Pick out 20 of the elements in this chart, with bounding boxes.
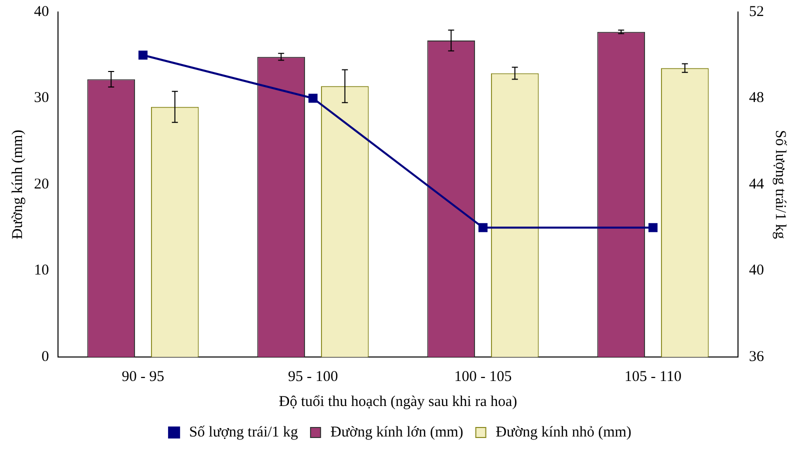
y-tick-label: 30 [34,90,49,106]
y-tick-label: 10 [34,262,49,279]
y-axis-title: Đường kính (mm) [10,130,26,240]
y2-tick-label: 36 [749,348,764,365]
legend-label: Đường kính lớn (mm) [330,424,464,440]
y-tick-label: 20 [34,176,49,192]
legend-label: Số lượng trái/1 kg [189,424,299,440]
x-axis-title: Độ tuổi thu hoạch (ngày sau khi ra hoa) [278,394,518,410]
x-tick-label: 105 - 110 [624,368,682,385]
x-tick-label: 90 - 95 [122,368,164,385]
y-tick-label: 40 [34,4,49,20]
y2-tick-label: 44 [749,176,764,192]
y-tick-label: 0 [42,348,49,365]
y2-tick-label: 52 [749,4,764,20]
legend-label: Đường kính nhỏ (mm) [496,424,632,440]
y2-tick-label: 48 [749,90,764,106]
x-tick-label: 100 - 105 [454,368,512,385]
y2-tick-label: 40 [749,262,764,279]
y2-axis-title: Số lượng trái/1 kg [772,130,788,240]
x-tick-label: 95 - 100 [288,368,338,385]
